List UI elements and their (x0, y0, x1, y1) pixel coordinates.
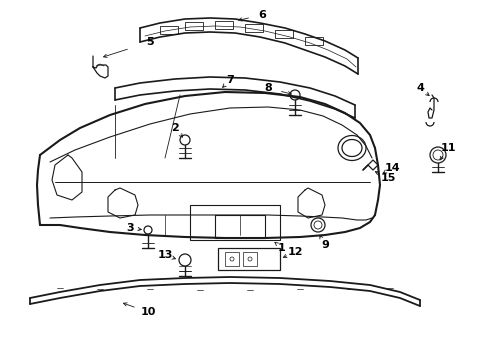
Text: 8: 8 (264, 83, 271, 93)
Text: 4: 4 (415, 83, 423, 93)
Text: 15: 15 (380, 173, 395, 183)
Bar (190, 205, 280, 240)
Text: 11: 11 (439, 143, 455, 153)
Text: 3: 3 (126, 223, 134, 233)
Bar (224, 252, 239, 266)
Text: 1: 1 (278, 243, 285, 253)
Text: 6: 6 (258, 10, 265, 20)
Bar (305, 37, 323, 45)
Text: 7: 7 (225, 75, 233, 85)
Text: 13: 13 (157, 250, 172, 260)
Bar (218, 248, 280, 270)
Bar (160, 26, 178, 34)
Circle shape (310, 218, 325, 232)
Circle shape (429, 147, 445, 163)
Bar (244, 24, 263, 32)
Circle shape (289, 90, 299, 100)
Text: 9: 9 (321, 240, 328, 250)
Text: 14: 14 (384, 163, 399, 173)
Text: 2: 2 (171, 123, 179, 133)
Bar (215, 21, 232, 29)
Circle shape (247, 257, 251, 261)
Bar (184, 22, 203, 30)
Text: 12: 12 (286, 247, 302, 257)
Bar (274, 30, 292, 38)
Circle shape (313, 221, 321, 229)
Circle shape (143, 226, 152, 234)
Text: 5: 5 (146, 37, 154, 47)
Bar (243, 252, 257, 266)
Circle shape (180, 135, 190, 145)
Circle shape (432, 150, 442, 160)
Circle shape (179, 254, 191, 266)
Text: 10: 10 (140, 307, 155, 317)
Circle shape (229, 257, 234, 261)
